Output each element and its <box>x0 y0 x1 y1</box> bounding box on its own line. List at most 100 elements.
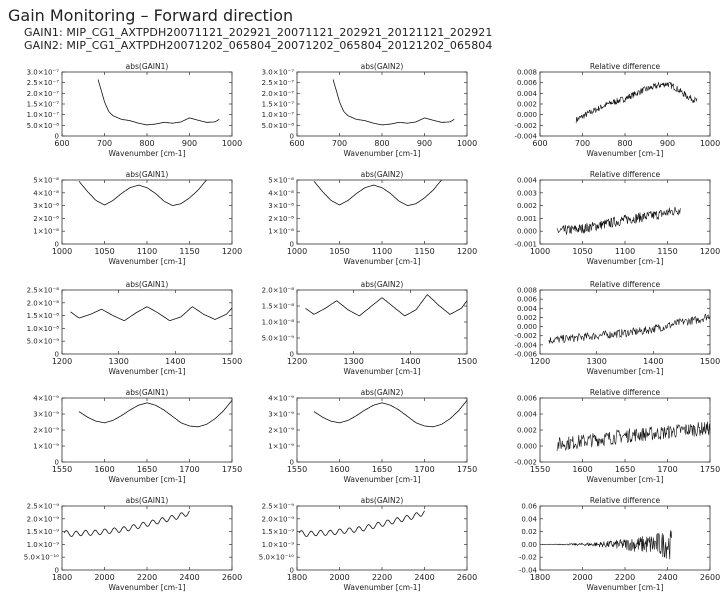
x-tick-label: 800 <box>374 139 389 148</box>
plot-frame <box>61 289 233 355</box>
x-tick-label: 1400 <box>643 357 663 366</box>
data-series-line <box>298 510 425 537</box>
x-axis-label: Wavenumber [cm-1] <box>344 367 421 376</box>
x-tick-label: 2600 <box>700 573 720 582</box>
x-tick-label: 2600 <box>222 573 242 582</box>
x-tick-label: 1000 <box>52 247 72 256</box>
y-tick-label: 5×10⁻⁸ <box>268 177 294 185</box>
plot-frame <box>539 179 711 245</box>
y-tick-label: 0.00 <box>521 541 537 549</box>
data-series-line <box>63 510 190 537</box>
y-tick-label: 0.000 <box>517 228 537 236</box>
y-tick-label: 2.5×10⁻⁷ <box>262 79 295 87</box>
y-tick-label: 0.004 <box>517 90 538 98</box>
y-tick-label: 0.000 <box>517 323 537 331</box>
plot-frame <box>61 505 233 571</box>
y-tick-label: 5.0×10⁻¹⁰ <box>24 554 59 562</box>
y-tick-label: 0 <box>55 351 59 359</box>
y-tick-label: 1.5×10⁻⁹ <box>262 528 295 536</box>
x-tick-label: 700 <box>332 139 347 148</box>
x-tick-label: 1100 <box>615 247 635 256</box>
x-tick-label: 1200 <box>222 247 242 256</box>
x-tick-label: 1800 <box>287 573 307 582</box>
x-tick-label: 1500 <box>700 357 720 366</box>
x-axis-label: Wavenumber [cm-1] <box>109 257 186 266</box>
y-tick-label: 5×10⁻⁸ <box>33 177 59 185</box>
y-tick-label: 0.001 <box>517 215 537 223</box>
y-tick-label: -0.02 <box>519 554 537 562</box>
x-axis-label: Wavenumber [cm-1] <box>109 149 186 158</box>
plot-title: Relative difference <box>590 388 661 397</box>
y-tick-label: 0.006 <box>517 395 538 403</box>
x-tick-label: 1550 <box>52 465 72 474</box>
y-tick-label: 0.02 <box>521 528 537 536</box>
y-tick-label: 2.5×10⁻⁸ <box>27 287 60 295</box>
data-series-line <box>575 81 698 124</box>
y-tick-label: 1.5×10⁻⁸ <box>27 312 60 320</box>
page-title: Gain Monitoring – Forward direction <box>8 6 294 25</box>
x-tick-label: 1650 <box>137 465 157 474</box>
x-tick-label: 1700 <box>179 465 199 474</box>
y-tick-label: 0.006 <box>517 79 538 87</box>
x-tick-label: 1400 <box>400 357 420 366</box>
y-tick-label: -0.004 <box>514 133 537 141</box>
x-tick-label: 1550 <box>530 465 550 474</box>
y-tick-label: 2×10⁻⁹ <box>268 427 294 435</box>
y-tick-label: 5.0×10⁻⁹ <box>27 338 60 346</box>
x-tick-label: 1150 <box>179 247 199 256</box>
y-tick-label: 2.0×10⁻⁸ <box>27 299 60 307</box>
y-tick-label: -0.001 <box>514 241 537 249</box>
y-tick-label: -0.04 <box>519 567 538 575</box>
y-tick-label: 0 <box>55 241 59 249</box>
x-tick-label: 600 <box>289 139 304 148</box>
plot-frame <box>296 179 468 245</box>
x-tick-label: 1700 <box>657 465 677 474</box>
y-tick-label: 1.5×10⁻⁷ <box>27 101 60 109</box>
x-tick-label: 1100 <box>372 247 392 256</box>
y-tick-label: 0 <box>290 567 294 575</box>
y-tick-label: 3×10⁻⁸ <box>33 202 59 210</box>
x-tick-label: 1000 <box>287 247 307 256</box>
x-tick-label: 700 <box>97 139 112 148</box>
y-tick-label: 0.004 <box>517 305 538 313</box>
x-tick-label: 1700 <box>414 465 434 474</box>
data-series-line <box>70 306 233 322</box>
y-tick-label: 0.003 <box>517 189 537 197</box>
y-tick-label: 1×10⁻⁸ <box>33 228 59 236</box>
x-tick-label: 900 <box>417 139 432 148</box>
y-tick-label: 3.0×10⁻⁷ <box>262 69 295 77</box>
x-axis-label: Wavenumber [cm-1] <box>587 583 664 592</box>
x-tick-label: 1150 <box>414 247 434 256</box>
x-tick-label: 1650 <box>372 465 392 474</box>
x-tick-label: 2200 <box>137 573 157 582</box>
y-tick-label: 5.0×10⁻¹⁰ <box>259 554 294 562</box>
x-axis-label: Wavenumber [cm-1] <box>109 583 186 592</box>
x-tick-label: 1650 <box>615 465 635 474</box>
plot-frame <box>61 71 233 137</box>
x-tick-label: 2000 <box>329 573 349 582</box>
y-tick-label: 5.0×10⁻⁸ <box>262 122 295 130</box>
x-tick-label: 1500 <box>457 357 477 366</box>
x-tick-label: 1050 <box>329 247 349 256</box>
data-series-line <box>541 530 673 560</box>
y-tick-label: 3.0×10⁻⁷ <box>27 69 60 77</box>
y-tick-label: 0.008 <box>517 69 537 77</box>
x-tick-label: 1000 <box>700 139 720 148</box>
x-tick-label: 1600 <box>572 465 592 474</box>
x-tick-label: 600 <box>54 139 69 148</box>
plot-frame <box>61 179 233 245</box>
x-tick-label: 1600 <box>329 465 349 474</box>
plot-frame <box>539 397 711 463</box>
x-tick-label: 2400 <box>657 573 677 582</box>
y-tick-label: 1.0×10⁻⁷ <box>27 111 60 119</box>
plot-title: abs(GAIN2) <box>361 388 404 397</box>
plot-frame <box>296 289 468 355</box>
x-tick-label: 1600 <box>94 465 114 474</box>
plot-frame <box>539 71 711 137</box>
y-tick-label: 0.004 <box>517 177 538 185</box>
x-tick-label: 1150 <box>657 247 677 256</box>
gain1-filename: GAIN1: MIP_CG1_AXTPDH20071121_202921_200… <box>24 26 493 39</box>
x-tick-label: 600 <box>532 139 547 148</box>
y-tick-label: 0 <box>290 351 294 359</box>
x-tick-label: 2200 <box>372 573 392 582</box>
